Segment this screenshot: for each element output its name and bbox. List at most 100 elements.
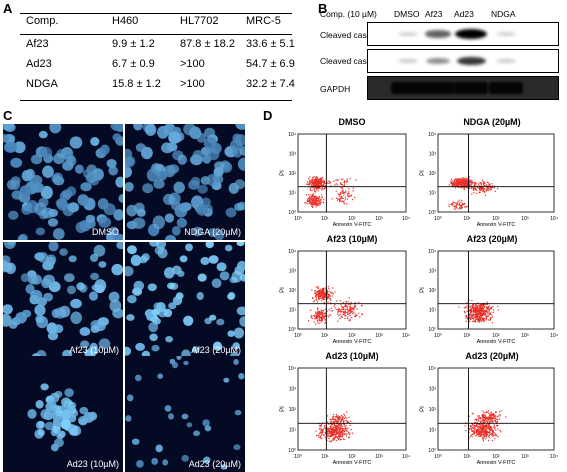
nucleus: [3, 133, 9, 143]
flow-dot: [490, 414, 492, 416]
nucleus: [205, 242, 214, 249]
flow-dot: [308, 184, 310, 186]
flow-dot: [348, 436, 350, 438]
flow-dot: [334, 425, 336, 427]
flow-dot: [338, 430, 340, 432]
nucleus: [76, 282, 85, 291]
flow-dot: [324, 287, 327, 289]
flow-dot: [333, 419, 335, 421]
flow-dot: [355, 179, 357, 181]
flow-dot: [336, 428, 338, 430]
flow-dot: [485, 415, 487, 417]
nucleus: [152, 317, 161, 325]
flow-dot: [492, 311, 494, 313]
flow-dot: [487, 315, 489, 318]
flow-dot: [311, 204, 313, 206]
flow-dot: [320, 180, 323, 182]
flow-dot: [335, 434, 337, 436]
table-cell: 32.2 ± 7.4: [246, 78, 295, 90]
nucleus: [136, 460, 144, 468]
flow-dot: [320, 313, 322, 315]
flow-dot: [464, 184, 466, 186]
flow-dot: [347, 309, 349, 311]
flow-dot: [321, 196, 323, 198]
flow-dot: [473, 189, 475, 191]
flow-dot: [350, 301, 352, 304]
flow-dot: [341, 187, 343, 189]
nucleus: [176, 217, 188, 228]
flow-dot: [491, 416, 493, 418]
flow-dot: [488, 187, 490, 189]
flow-dot: [314, 186, 316, 188]
flow-dot: [336, 426, 338, 428]
flow-dot: [493, 428, 496, 430]
flow-dot: [478, 420, 480, 422]
flow-dot: [484, 421, 486, 423]
flow-dot: [331, 292, 333, 294]
flow-dot: [468, 309, 471, 311]
nucleus: [80, 340, 90, 348]
flow-dot: [316, 293, 318, 295]
flow-dot: [325, 296, 327, 298]
flow-dot: [317, 311, 319, 313]
flow-dot: [318, 182, 320, 185]
flow-dot: [337, 423, 339, 425]
flow-dot: [329, 298, 331, 300]
nuclei-layer: [125, 356, 245, 470]
flow-dot: [471, 413, 473, 415]
flow-dot: [310, 186, 312, 188]
flow-dot: [316, 317, 318, 319]
flow-dot: [340, 431, 342, 433]
y-tick-label: 10²: [429, 171, 437, 177]
flow-dot: [491, 186, 493, 188]
flow-dot: [460, 187, 462, 189]
flow-dot: [482, 434, 484, 436]
flow-dot: [332, 421, 334, 423]
flow-dot: [337, 309, 339, 312]
flow-dot: [320, 294, 322, 297]
flow-dot: [491, 428, 493, 431]
nucleus: [130, 254, 142, 266]
nucleus: [70, 311, 82, 325]
flow-dot: [319, 435, 322, 437]
flow-dot: [315, 323, 317, 325]
flow-dot: [339, 439, 341, 441]
flow-dot: [318, 182, 320, 184]
flow-dot: [495, 415, 497, 418]
flow-dot: [473, 320, 475, 322]
flow-dot: [352, 190, 354, 192]
flow-dot: [314, 188, 316, 190]
flow-dot: [308, 196, 310, 198]
flow-dot: [318, 314, 320, 316]
flow-dot: [479, 315, 481, 317]
flow-dot: [476, 428, 478, 430]
flow-dot: [322, 293, 324, 295]
flow-dot: [336, 419, 338, 421]
flow-dot: [354, 302, 356, 304]
flow-dot: [318, 297, 320, 299]
flow-dot: [346, 417, 348, 419]
flow-dot: [478, 433, 480, 435]
flow-dot: [483, 417, 485, 419]
flow-dot: [469, 316, 471, 318]
flow-dot: [497, 416, 499, 418]
y-axis-label: PI: [280, 287, 286, 293]
flow-dot: [341, 415, 343, 417]
flow-dot: [484, 416, 486, 418]
flow-dot: [318, 434, 320, 437]
flow-dot: [489, 416, 491, 418]
flow-dot: [461, 177, 463, 179]
nucleus: [118, 194, 123, 203]
flow-dot: [315, 316, 317, 318]
nucleus: [126, 394, 134, 402]
flow-dot: [471, 427, 473, 429]
flow-plot-title: Af23 (20µM): [466, 234, 518, 244]
flow-dot: [333, 421, 335, 423]
flow-dot: [469, 317, 471, 319]
flow-dot: [488, 426, 490, 428]
flow-dot: [348, 188, 350, 190]
flow-dot: [318, 196, 320, 198]
flow-dot: [482, 187, 484, 189]
flow-dot: [317, 204, 319, 207]
flow-dot: [322, 317, 324, 319]
